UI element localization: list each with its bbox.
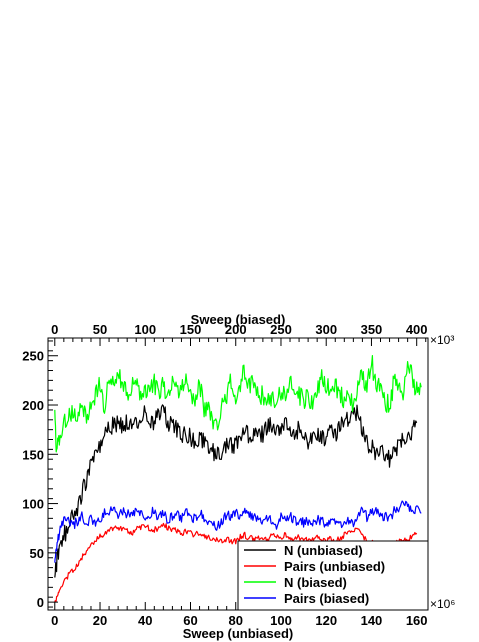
y-tick-label: 250 [22,349,44,364]
top-axis-title: Sweep (biased) [191,312,286,327]
bottom-tick-label: 100 [270,613,292,628]
bottom-axis-title: Sweep (unbiased) [183,626,294,641]
legend-label-pairs-unbiased: Pairs (unbiased) [284,559,385,574]
y-tick-label: 100 [22,497,44,512]
top-tick-label: 100 [134,322,156,337]
top-tick-label: 350 [361,322,383,337]
series-line-n-biased [54,355,422,453]
top-tick-label: 300 [315,322,337,337]
series-line-pairs-unbiased [54,522,418,603]
bottom-tick-label: 20 [93,613,107,628]
top-axis-multiplier: ×10³ [430,333,454,347]
bottom-tick-label: 120 [315,613,337,628]
bottom-tick-label: 160 [406,613,428,628]
bottom-tick-label: 40 [138,613,152,628]
labels-layer: 0 20 40 60 80 100 120 140 160 0 50 100 150 200 250 300 3… [22,322,427,628]
legend-label-n-biased: N (biased) [284,575,347,590]
bottom-tick-label: 80 [229,613,243,628]
top-tick-label: 200 [225,322,247,337]
legend: N (unbiased) Pairs (unbiased) N (biased)… [237,540,429,611]
legend-label-n-unbiased: N (unbiased) [284,543,363,558]
y-tick-label: 200 [22,398,44,413]
ticks-layer [48,338,427,610]
bottom-tick-label: 140 [361,613,383,628]
top-tick-label: 250 [270,322,292,337]
top-tick-label: 400 [406,322,428,337]
top-tick-label: 0 [51,322,58,337]
y-tick-label: 150 [22,447,44,462]
y-tick-label: 50 [30,546,44,561]
series-line-pairs-biased [54,500,422,563]
top-tick-label: 150 [180,322,202,337]
bottom-tick-label: 0 [51,613,58,628]
series-line-n-unbiased [54,404,418,578]
bottom-axis-multiplier: ×10⁶ [430,597,455,611]
top-tick-label: 50 [93,322,107,337]
bottom-tick-label: 60 [183,613,197,628]
series-layer [54,355,422,603]
legend-label-pairs-biased: Pairs (biased) [284,591,369,606]
y-tick-label: 0 [37,595,44,610]
